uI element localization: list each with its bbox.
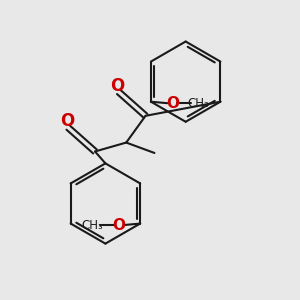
Text: CH₃: CH₃	[188, 97, 209, 110]
Text: O: O	[166, 96, 179, 111]
Text: CH₃: CH₃	[82, 218, 104, 232]
Text: O: O	[112, 218, 125, 232]
Text: O: O	[110, 76, 124, 94]
Text: O: O	[60, 112, 74, 130]
